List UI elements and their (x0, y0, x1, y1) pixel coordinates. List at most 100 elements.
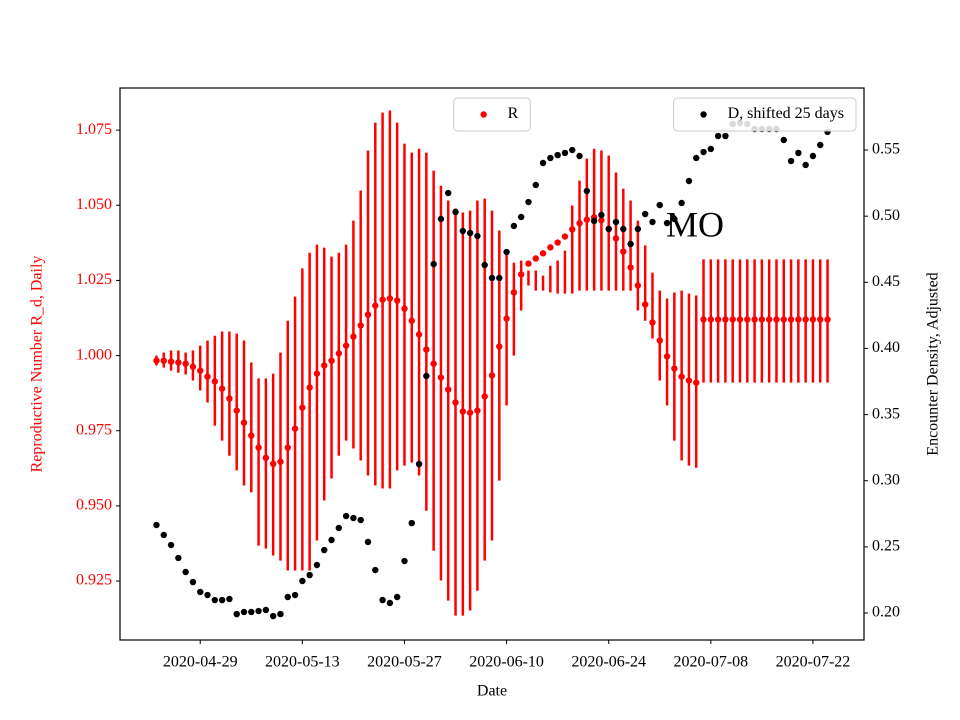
y2-tick-label: 0.45 (872, 273, 900, 290)
y-tick-label: 1.025 (76, 271, 112, 288)
point (612, 218, 620, 226)
point (240, 608, 248, 616)
point (328, 357, 335, 364)
point (532, 255, 539, 262)
point (641, 210, 649, 218)
point (262, 454, 270, 462)
point (700, 316, 707, 323)
point (350, 333, 357, 340)
point (802, 161, 809, 169)
point (517, 271, 525, 278)
point (306, 571, 313, 579)
point (197, 367, 204, 374)
point (809, 316, 817, 323)
point (262, 606, 270, 614)
point (795, 149, 802, 157)
point (678, 199, 685, 207)
point (569, 146, 576, 154)
point (415, 331, 423, 338)
point (415, 460, 423, 468)
point (204, 373, 211, 380)
point (466, 409, 474, 416)
point (729, 316, 736, 323)
y2-tick-label: 0.25 (872, 538, 900, 555)
point (423, 372, 430, 380)
y-tick-label: 1.075 (76, 121, 112, 138)
point (773, 316, 780, 323)
point (357, 516, 364, 524)
point (488, 372, 496, 379)
point (693, 379, 700, 386)
point (211, 378, 219, 385)
point (269, 460, 277, 468)
legend: R (453, 97, 531, 132)
point (248, 432, 255, 439)
point (466, 229, 474, 237)
point (372, 302, 379, 309)
point (671, 215, 678, 223)
point (197, 588, 204, 596)
point (547, 244, 554, 251)
y-tick-label: 1.000 (76, 346, 112, 363)
point (408, 317, 415, 324)
annotation: MO (666, 204, 724, 244)
point (233, 407, 240, 414)
point (284, 444, 291, 451)
point (437, 215, 445, 223)
point (656, 201, 663, 209)
point (321, 362, 328, 369)
point (787, 316, 795, 323)
legend-label: R (508, 105, 519, 122)
point (605, 225, 612, 233)
point (379, 596, 386, 604)
point (503, 248, 510, 256)
y-tick-label: 0.975 (76, 421, 112, 438)
point (824, 316, 831, 323)
point (328, 536, 335, 544)
point (306, 384, 313, 391)
point (817, 141, 824, 149)
point (671, 365, 678, 372)
point (561, 149, 569, 157)
point (372, 566, 379, 574)
point (393, 593, 401, 601)
point (335, 350, 343, 357)
point (576, 220, 583, 227)
point (787, 157, 795, 165)
point (539, 250, 547, 257)
point (488, 274, 496, 282)
point (167, 541, 175, 549)
point (561, 233, 569, 240)
point (357, 322, 364, 329)
y2-tick-label: 0.35 (872, 405, 900, 422)
point (700, 148, 707, 156)
point (175, 554, 182, 562)
point (554, 151, 561, 159)
point (189, 363, 197, 370)
point (685, 377, 693, 384)
point (678, 373, 685, 380)
point (342, 512, 350, 520)
y-axis-label: Reproductive Number R_d, Daily (29, 256, 46, 473)
point (211, 596, 219, 604)
point (445, 386, 452, 393)
point (663, 219, 671, 227)
point (255, 444, 262, 451)
point (233, 610, 240, 618)
point (496, 274, 503, 282)
legend-marker (480, 111, 487, 118)
point (583, 187, 591, 195)
plot-frame (119, 87, 865, 641)
point (751, 316, 758, 323)
point (153, 521, 160, 529)
x-tick-label: 2020-05-13 (265, 654, 340, 671)
point (459, 227, 467, 235)
point (423, 346, 430, 353)
point (598, 217, 605, 224)
point (474, 407, 481, 414)
point (496, 343, 503, 350)
point (656, 337, 663, 344)
point (437, 374, 445, 381)
point (620, 225, 627, 233)
